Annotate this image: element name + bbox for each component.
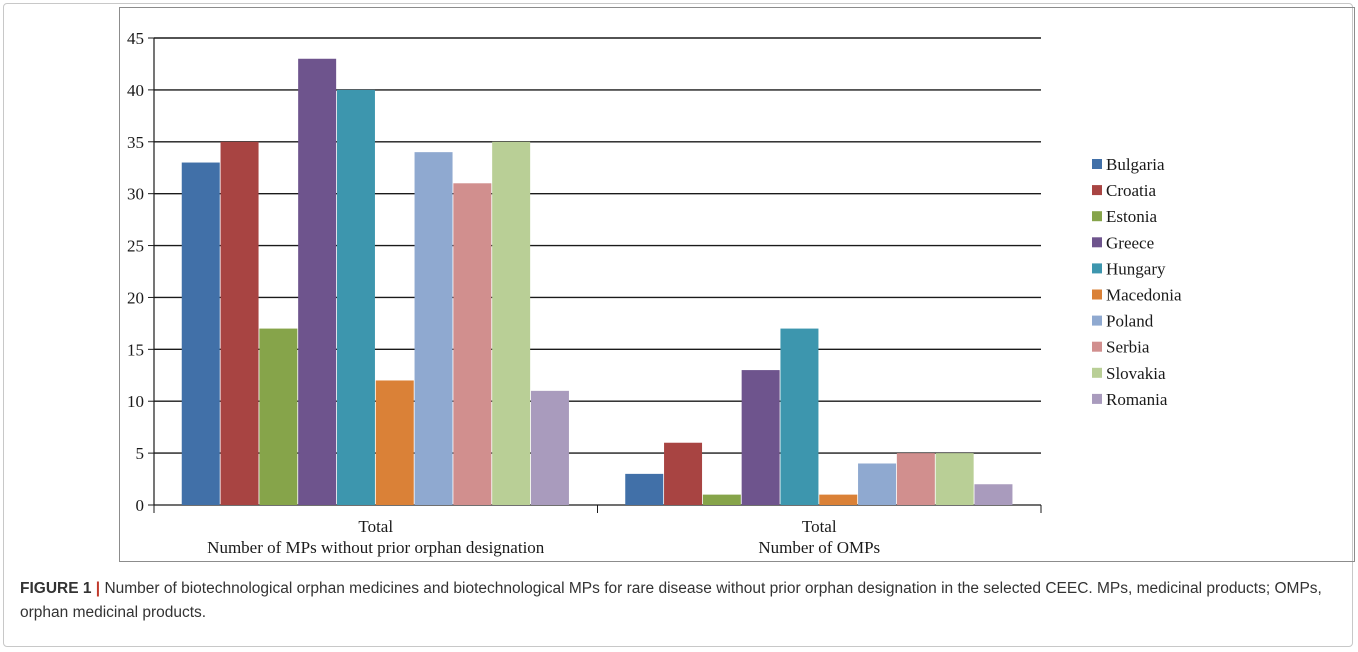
y-tick-label: 25 <box>127 237 144 256</box>
x-category-label: Number of OMPs <box>758 538 880 557</box>
y-tick-label: 30 <box>127 185 144 204</box>
figure-caption-text: Number of biotechnological orphan medici… <box>20 580 1322 621</box>
bar-serbia <box>453 183 492 506</box>
legend-label-slovakia: Slovakia <box>1106 364 1166 383</box>
legend-swatch-slovakia <box>1092 367 1102 378</box>
bar-poland <box>414 152 453 505</box>
bar-croatia <box>220 141 259 505</box>
bar-greece <box>741 370 780 505</box>
legend-label-estonia: Estonia <box>1106 207 1157 226</box>
legend-swatch-bulgaria <box>1092 159 1102 169</box>
legend-swatch-estonia <box>1092 211 1102 222</box>
legend-swatch-poland <box>1092 315 1102 326</box>
legend: Bulgaria Croatia Estonia Greece Hungary Maced… <box>1092 155 1182 409</box>
bar-romania <box>530 390 569 505</box>
bar-croatia <box>664 442 703 505</box>
y-tick-label: 20 <box>127 288 144 307</box>
legend-swatch-serbia <box>1092 341 1102 352</box>
legend-label-romania: Romania <box>1106 390 1168 409</box>
figure-label: FIGURE 1 <box>20 580 92 597</box>
bar-romania <box>974 484 1013 505</box>
legend-label-greece: Greece <box>1106 233 1154 252</box>
bar-greece <box>298 58 337 505</box>
legend-swatch-macedonia <box>1092 289 1102 300</box>
chart-frame <box>119 7 1355 562</box>
bar-poland <box>858 463 897 505</box>
bar-hungary <box>780 328 819 505</box>
bar-serbia <box>896 453 935 505</box>
legend-label-croatia: Croatia <box>1106 181 1156 200</box>
bar-estonia <box>259 328 298 505</box>
bar-bulgaria <box>181 162 220 506</box>
bar-estonia <box>702 494 741 505</box>
axis-labels: 0 5 10 15 20 25 30 35 40 45 Total Number of MPs wit… <box>127 29 880 557</box>
bar-chart: 0 5 10 15 20 25 30 35 40 45 Total Number of MPs wit… <box>127 29 1182 557</box>
bar-macedonia <box>819 494 858 505</box>
x-category-label: Number of MPs without prior orphan desig… <box>207 538 545 557</box>
figure-separator: | <box>95 580 101 597</box>
y-tick-label: 5 <box>136 444 145 463</box>
legend-swatch-greece <box>1092 237 1102 248</box>
x-category-label: Total <box>358 517 393 536</box>
legend-label-hungary: Hungary <box>1106 259 1166 278</box>
legend-swatch-croatia <box>1092 185 1102 196</box>
legend-label-macedonia: Macedonia <box>1106 286 1182 305</box>
y-tick-label: 35 <box>127 133 144 152</box>
y-tick-label: 15 <box>127 340 144 359</box>
legend-label-bulgaria: Bulgaria <box>1106 155 1165 174</box>
y-tick-label: 45 <box>127 29 144 48</box>
bar-slovakia <box>935 453 974 505</box>
bar-slovakia <box>492 141 531 505</box>
y-tick-label: 10 <box>127 392 144 411</box>
y-tick-label: 0 <box>136 496 145 515</box>
legend-swatch-romania <box>1092 393 1102 404</box>
figure-caption: FIGURE 1 | Number of biotechnological or… <box>20 577 1340 625</box>
bar-hungary <box>336 89 375 505</box>
legend-swatch-hungary <box>1092 263 1102 274</box>
bar-macedonia <box>375 380 414 505</box>
bar-bulgaria <box>625 473 664 505</box>
bars <box>181 58 1013 506</box>
legend-label-serbia: Serbia <box>1106 338 1150 357</box>
y-tick-label: 40 <box>127 81 144 100</box>
x-category-label: Total <box>802 517 837 536</box>
legend-label-poland: Poland <box>1106 312 1154 331</box>
